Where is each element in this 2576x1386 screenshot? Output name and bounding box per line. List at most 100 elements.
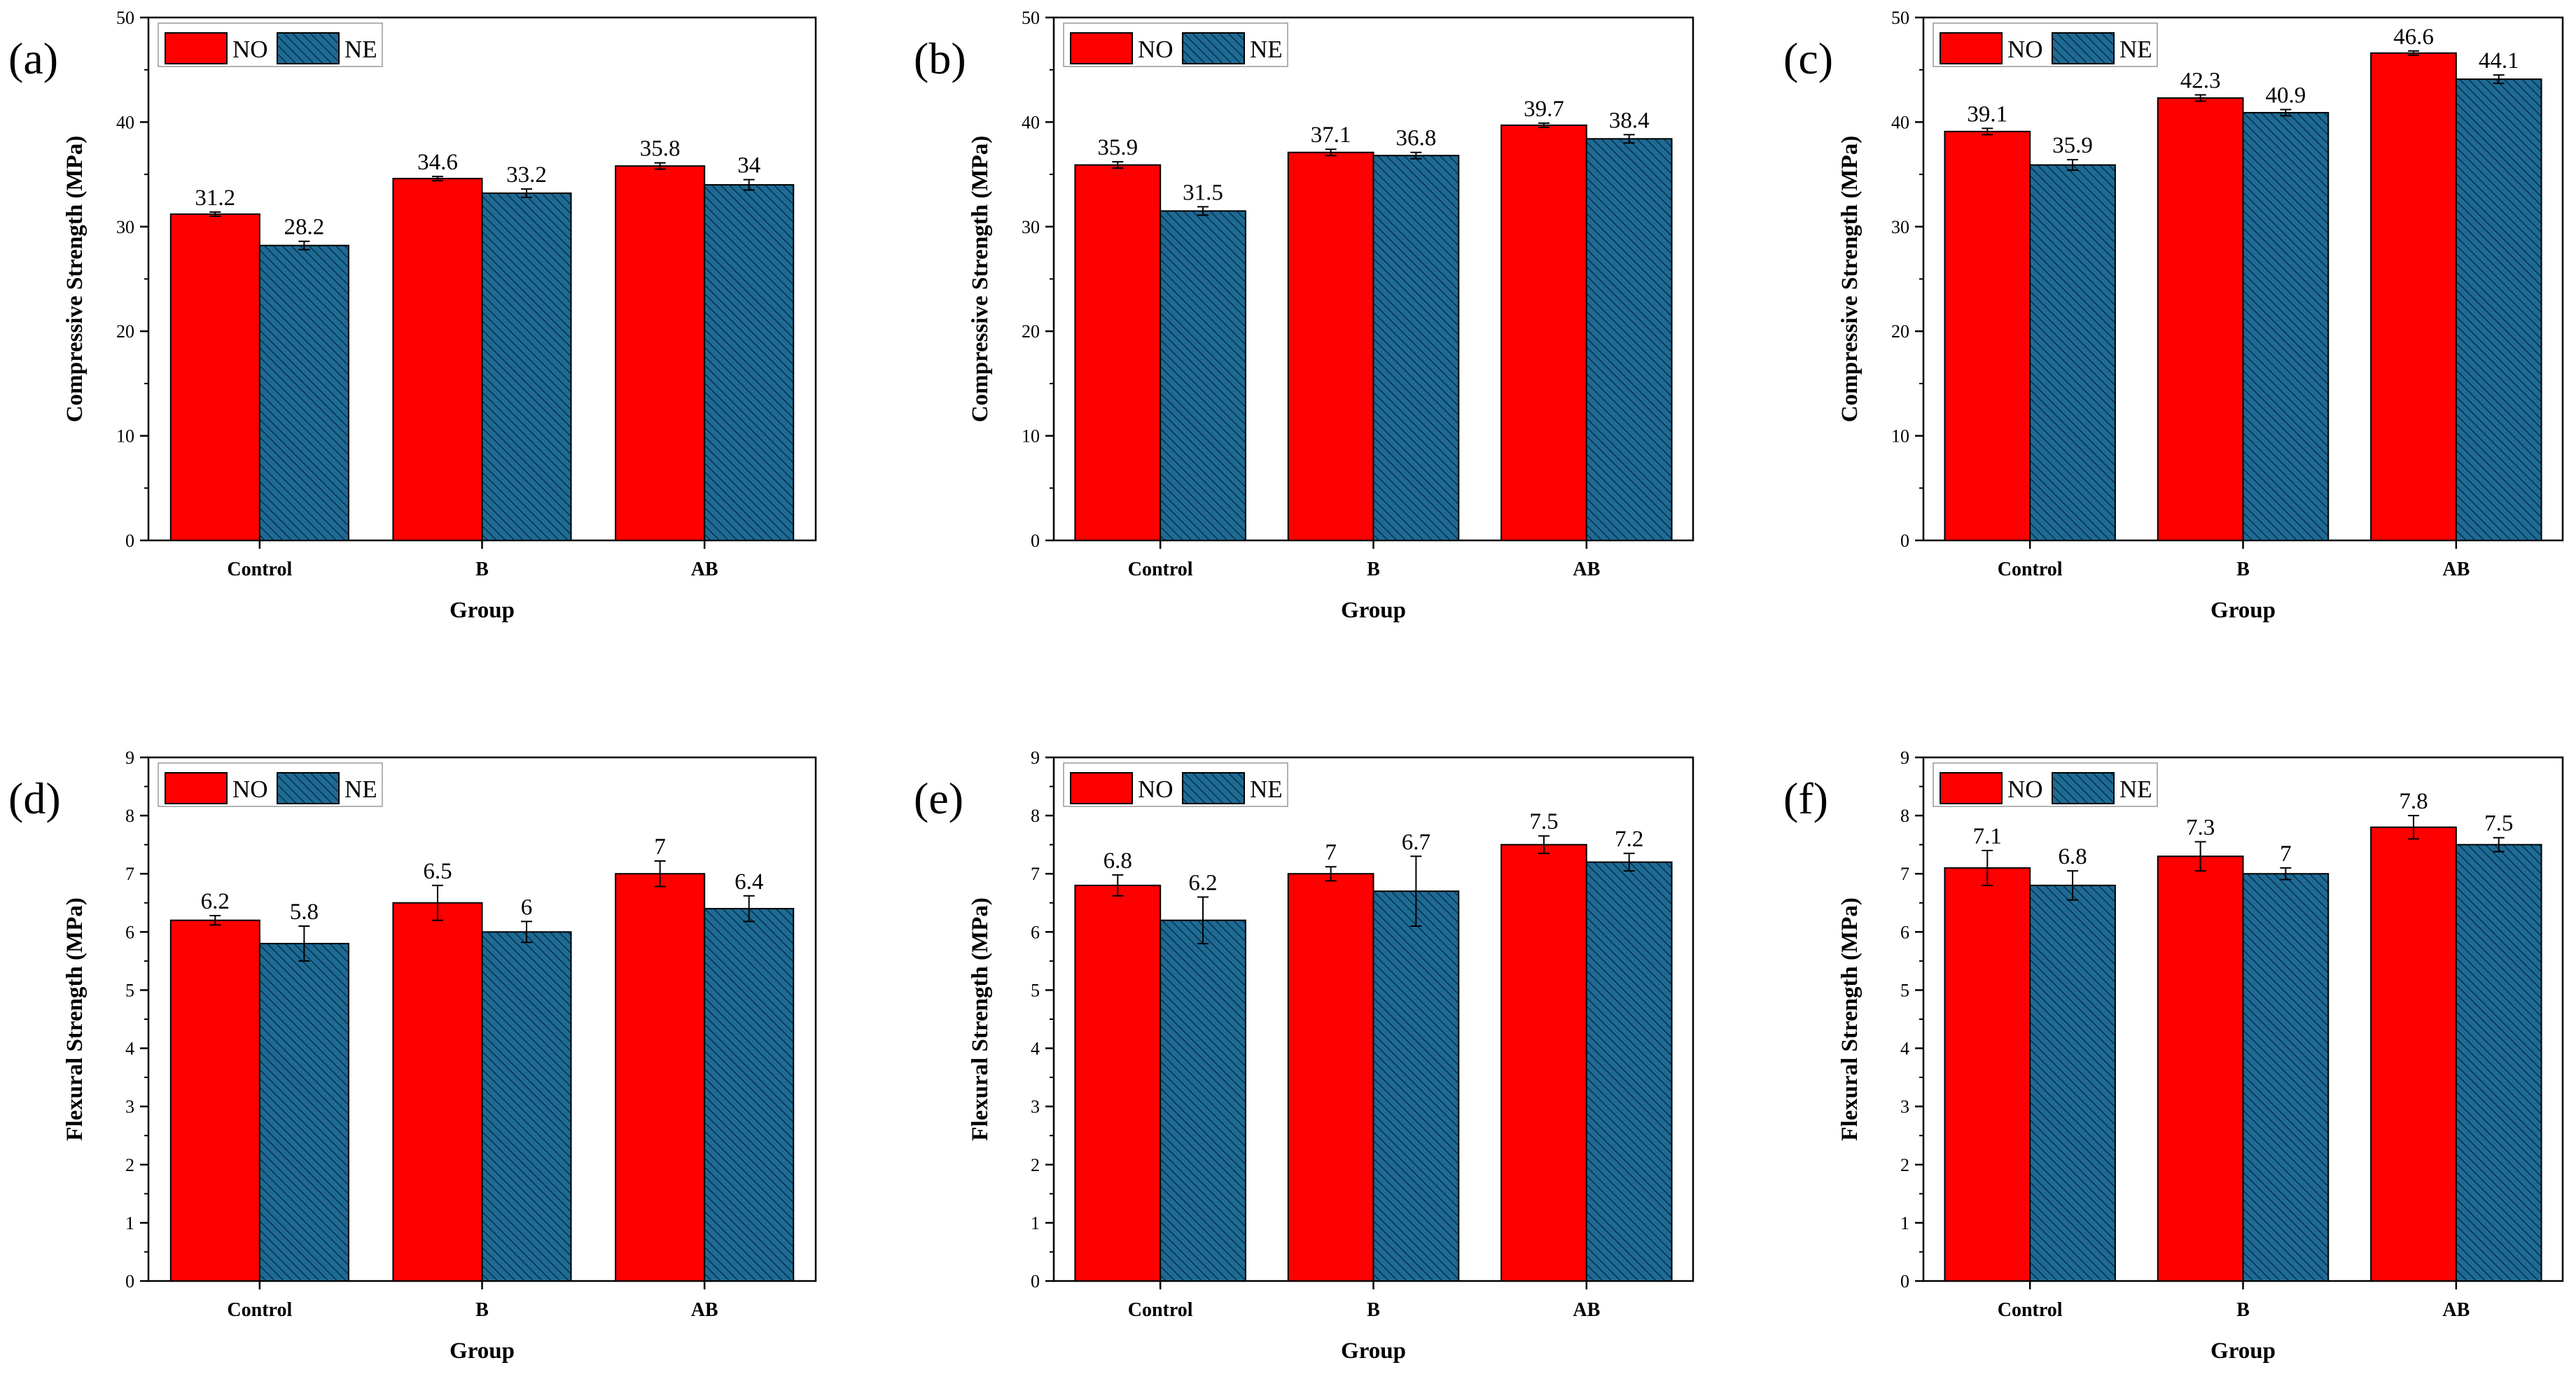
x-tick-label: Control (1998, 1299, 2063, 1321)
data-label: 6.8 (2058, 844, 2087, 869)
data-label: 35.8 (640, 136, 681, 162)
y-tick-label: 1 (1031, 1213, 1040, 1233)
y-tick-label: 40 (116, 112, 134, 132)
y-tick-label: 0 (125, 1271, 134, 1292)
bar-no (1074, 884, 1162, 1282)
data-label: 42.3 (2180, 69, 2221, 94)
bar-no (1501, 844, 1587, 1282)
data-label: 7.1 (1973, 824, 2002, 849)
y-tick-label: 1 (1900, 1213, 1909, 1233)
data-label: 6.4 (734, 869, 763, 895)
bar-ne (1585, 861, 1673, 1282)
x-tick-label: AB (1573, 1299, 1600, 1321)
y-tick-label: 4 (125, 1039, 134, 1059)
y-tick-label: 6 (125, 922, 134, 942)
data-label: 34 (737, 153, 760, 178)
bar-no (1944, 867, 2031, 1282)
legend-label-ne: NE (1250, 36, 1283, 63)
bar-no (1074, 164, 1162, 542)
y-tick-label: 8 (1031, 806, 1040, 826)
y-axis-title: Flexural Strength (MPa) (62, 897, 88, 1141)
y-axis-title: Flexural Strength (MPa) (1837, 897, 1863, 1141)
bar-no (1287, 151, 1374, 541)
data-label: 28.2 (284, 215, 324, 240)
legend-label-ne: NE (2119, 36, 2152, 63)
panel-label: (f) (1783, 774, 1828, 823)
x-axis-title: Group (450, 1338, 515, 1364)
data-label: 6.7 (1402, 830, 1430, 855)
bar-ne (481, 192, 572, 541)
data-label: 31.5 (1183, 180, 1223, 205)
legend-swatch-ne (2052, 32, 2115, 64)
y-tick-label: 7 (125, 864, 134, 884)
y-tick-label: 0 (1900, 531, 1909, 551)
y-tick-label: 2 (1031, 1155, 1040, 1175)
legend-label-ne: NE (344, 36, 377, 63)
y-axis-title: Compressive Strength (MPa) (1837, 136, 1863, 422)
panel-label: (e) (914, 774, 963, 823)
y-tick-label: 20 (1022, 321, 1040, 342)
y-tick-label: 50 (1022, 8, 1040, 28)
x-tick-label: Control (1128, 559, 1193, 580)
data-label: 6.8 (1103, 848, 1132, 874)
bar-ne (258, 942, 349, 1282)
bar-ne (2029, 164, 2116, 542)
y-tick-label: 3 (125, 1097, 134, 1117)
bar-ne (2455, 78, 2542, 541)
data-label: 6.2 (201, 889, 230, 914)
bar-no (392, 902, 483, 1282)
y-tick-label: 0 (1031, 531, 1040, 551)
x-tick-label: B (2236, 1299, 2250, 1321)
chart-panel-5: 0 1 2 3 4 5 6 7 8 9 6.8 6.2 Control 7 6.7 B 7.5 7.2 AB Grou… (914, 748, 1694, 1364)
chart-panel-6: 0 1 2 3 4 5 6 7 8 9 7.1 6.8 Control 7.3 7 B 7.8 7.5 AB Grou… (1783, 748, 2564, 1364)
x-axis-title: Group (1341, 1338, 1406, 1364)
x-tick-label: Control (1128, 1299, 1193, 1321)
bar-ne (2029, 884, 2116, 1282)
data-label: 6.2 (1188, 870, 1217, 895)
data-label: 33.2 (506, 162, 547, 188)
y-tick-label: 8 (1900, 806, 1909, 826)
legend-label-no: NO (2007, 36, 2043, 63)
bar-no (2157, 855, 2244, 1282)
y-tick-label: 30 (116, 217, 134, 237)
data-label: 7.8 (2399, 789, 2428, 814)
bar-no (169, 919, 260, 1282)
data-label: 39.1 (1967, 102, 2007, 127)
bar-no (169, 213, 260, 541)
data-label: 7.2 (1615, 827, 1643, 852)
y-axis-title: Compressive Strength (MPa) (62, 136, 88, 422)
x-tick-label: AB (2442, 1299, 2470, 1321)
legend-label-ne: NE (1250, 776, 1283, 803)
bar-no (1287, 873, 1374, 1282)
y-tick-label: 0 (1900, 1271, 1909, 1292)
x-tick-label: B (1367, 1299, 1380, 1321)
legend-swatch-ne (1182, 32, 1245, 64)
data-label: 36.8 (1395, 126, 1436, 151)
y-tick-label: 10 (1022, 426, 1040, 447)
data-label: 46.6 (2393, 24, 2434, 50)
legend-swatch-ne (277, 32, 340, 64)
y-tick-label: 4 (1031, 1039, 1040, 1059)
bar-no (1944, 130, 2031, 541)
data-label: 35.9 (2052, 133, 2093, 158)
panel-label: (c) (1783, 34, 1833, 83)
y-tick-label: 0 (1031, 1271, 1040, 1292)
data-label: 7.5 (1529, 809, 1558, 834)
y-tick-label: 6 (1900, 922, 1909, 942)
legend: NO NE (1063, 762, 1288, 807)
x-axis-title: Group (2211, 598, 2276, 623)
chart-panel-2: 0 10 20 30 40 50 35.9 31.5 Control 37.1 36.8 B 39.7 3… (914, 8, 1694, 623)
y-tick-label: 2 (125, 1155, 134, 1175)
x-axis-title: Group (450, 598, 515, 623)
legend-swatch-no (165, 32, 228, 64)
data-label: 35.9 (1097, 135, 1138, 160)
legend: NO NE (158, 22, 383, 67)
y-tick-label: 20 (1891, 321, 1909, 342)
data-label: 37.1 (1311, 122, 1351, 148)
legend-swatch-no (1070, 772, 1133, 804)
y-tick-label: 30 (1022, 217, 1040, 237)
y-tick-label: 40 (1891, 112, 1909, 132)
chart-panel-4: 0 1 2 3 4 5 6 7 8 9 6.2 5.8 Control 6.5 6 B 7 6.4 AB Group F… (8, 748, 817, 1364)
panel-label: (a) (8, 34, 58, 83)
